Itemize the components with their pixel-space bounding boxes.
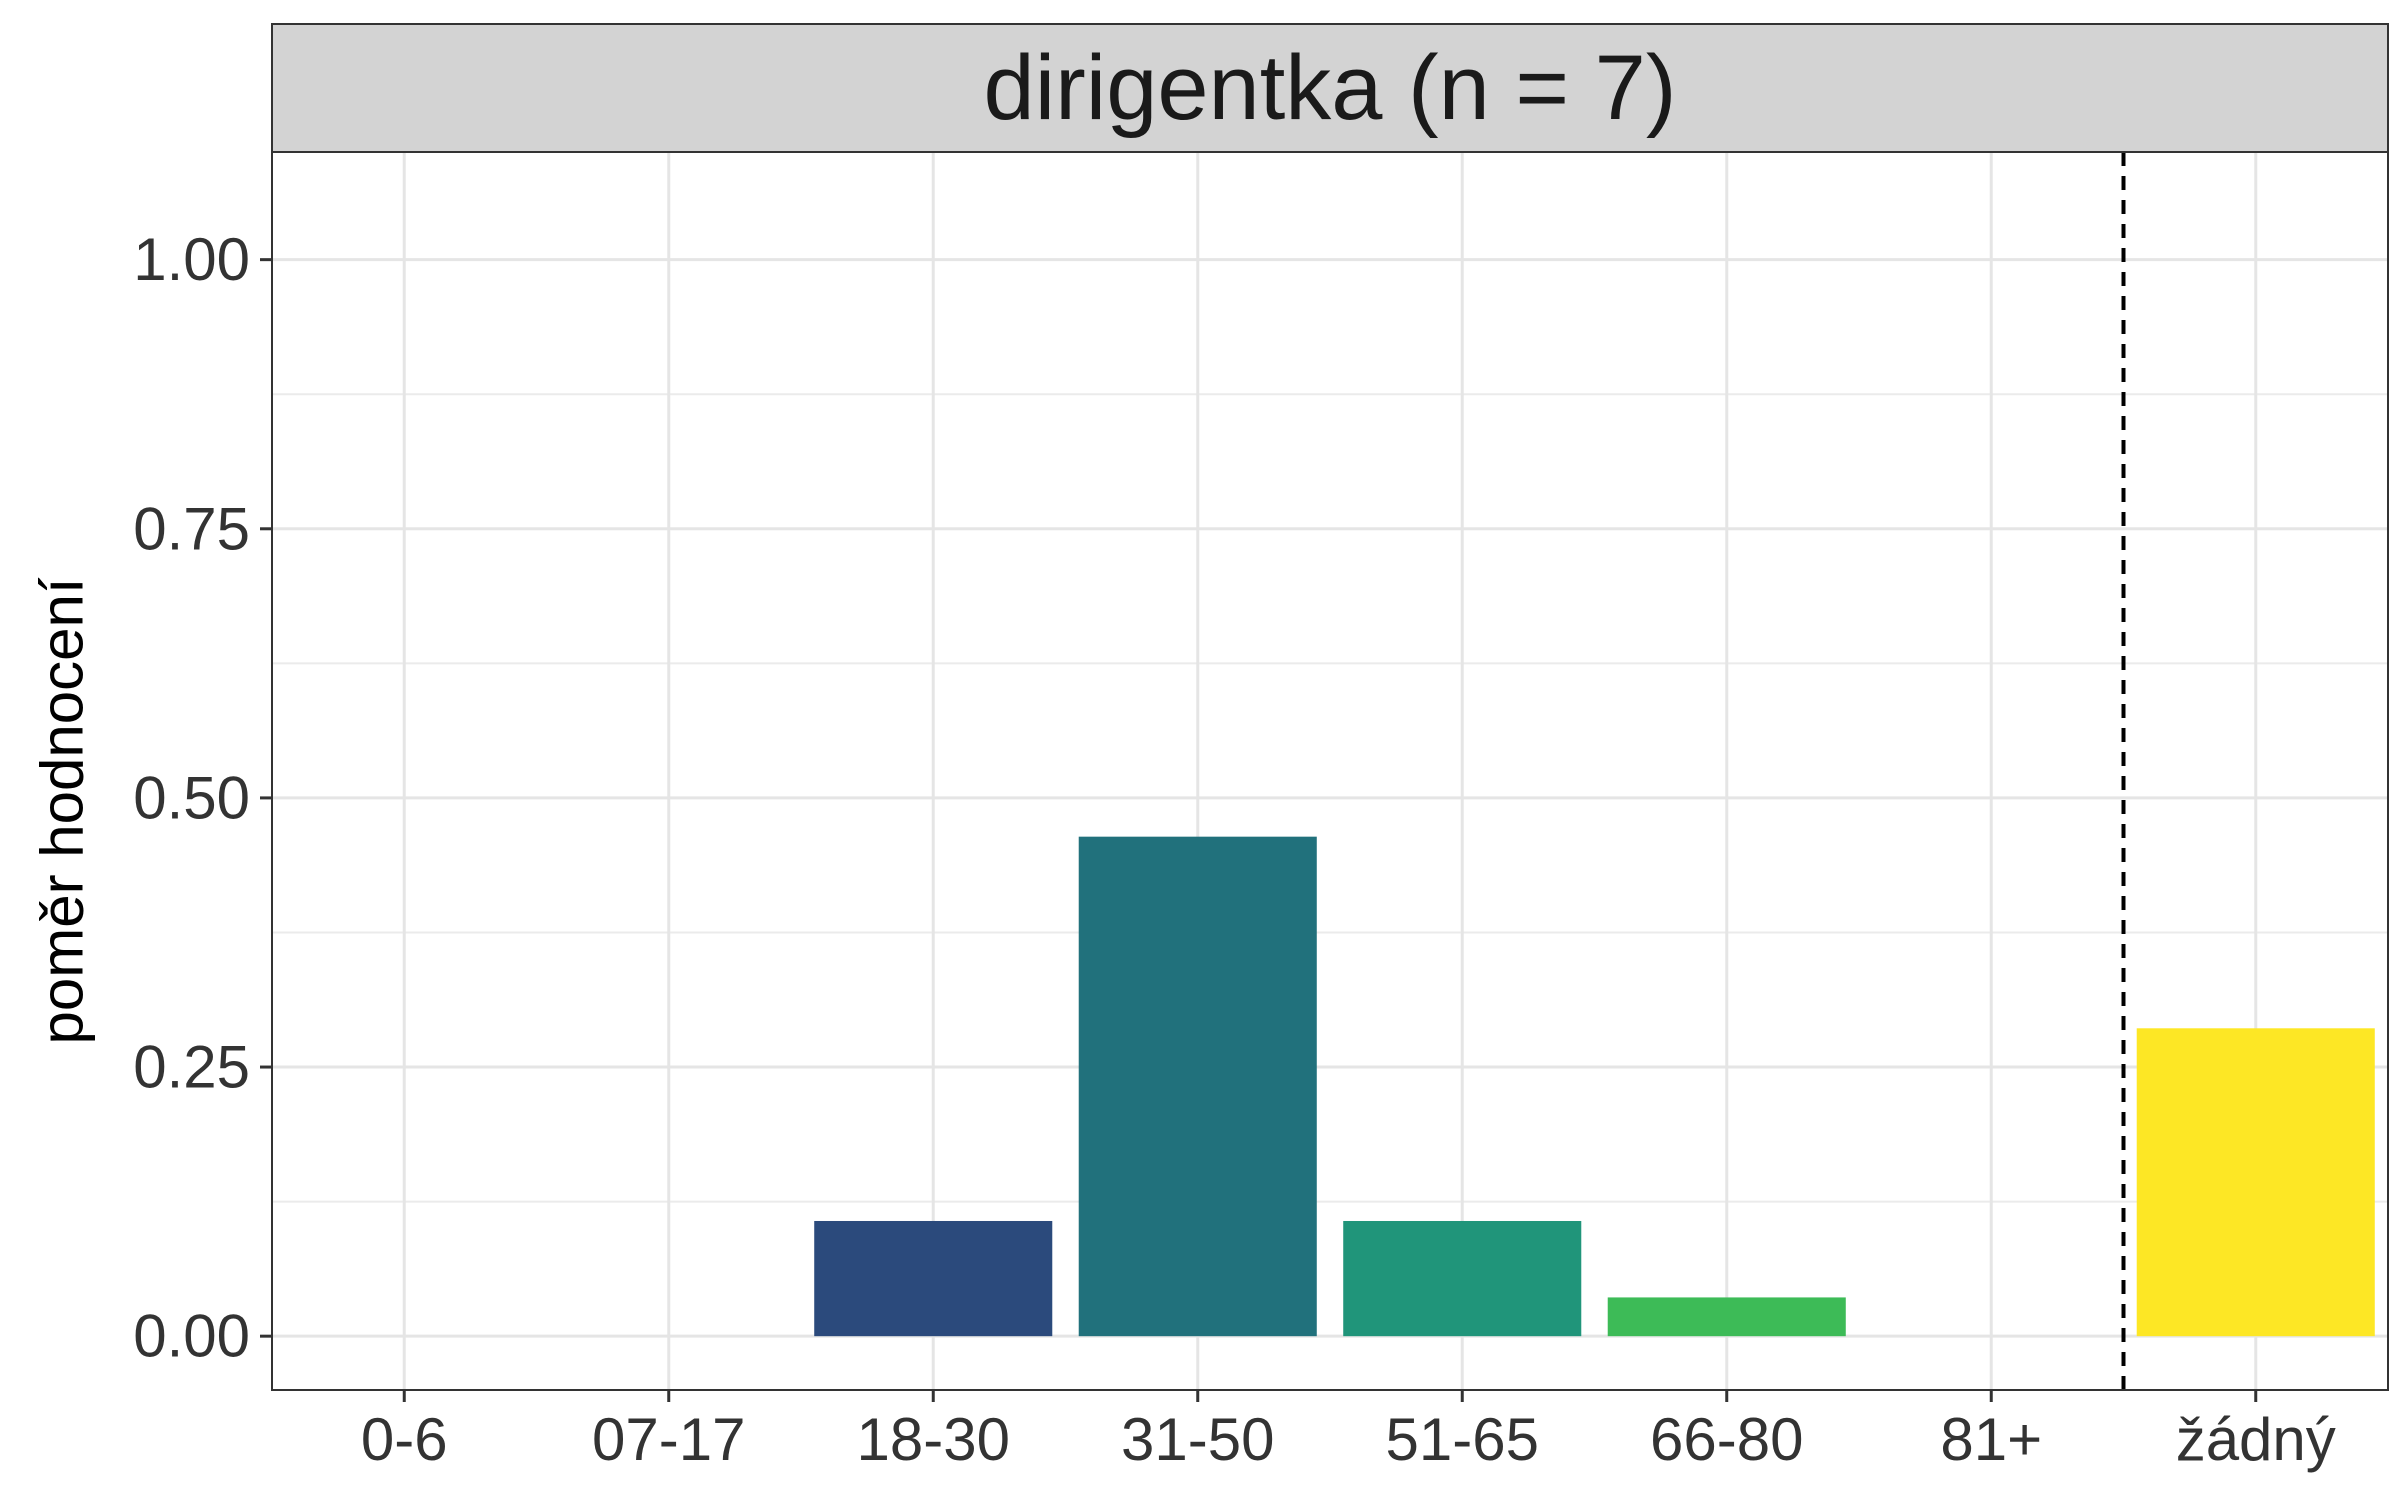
x-tick-label: 07-17 xyxy=(592,1406,745,1473)
y-axis-title: poměr hodnocení xyxy=(29,577,96,1044)
y-axis: 0.00 0.25 0.50 0.75 1.00 xyxy=(133,226,272,1370)
x-tick-label: 81+ xyxy=(1940,1406,2042,1473)
x-tick-label: 51-65 xyxy=(1386,1406,1539,1473)
x-tick-label: 18-30 xyxy=(857,1406,1010,1473)
minor-gridlines xyxy=(272,393,2388,1203)
panel-border xyxy=(271,151,2389,1391)
y-tick-label: 0.50 xyxy=(133,764,250,831)
bar-18-30 xyxy=(814,1220,1053,1337)
x-axis: 0-6 07-17 18-30 31-50 51-65 66-80 81+ žádný xyxy=(361,1390,2336,1473)
x-tick-label: 0-6 xyxy=(361,1406,448,1473)
y-tick-label: 1.00 xyxy=(133,226,250,293)
bar-66-80 xyxy=(1607,1297,1846,1337)
x-tick-label: žádný xyxy=(2176,1406,2336,1473)
y-tick-label: 0.25 xyxy=(133,1034,250,1101)
facet-strip-background xyxy=(271,23,2389,153)
x-tick-label: 66-80 xyxy=(1650,1406,1803,1473)
y-tick-label: 0.00 xyxy=(133,1303,250,1370)
bar-51-65 xyxy=(1343,1220,1582,1337)
y-tick-label: 0.75 xyxy=(133,495,250,562)
bars xyxy=(814,836,2375,1337)
bar-žádný xyxy=(2136,1028,2375,1337)
x-tick-label: 31-50 xyxy=(1121,1406,1274,1473)
bar-31-50 xyxy=(1078,836,1317,1337)
facet-strip: dirigentka (n = 7) xyxy=(271,23,2389,153)
facet-title: dirigentka (n = 7) xyxy=(984,37,1677,139)
major-gridlines xyxy=(272,152,2388,1390)
